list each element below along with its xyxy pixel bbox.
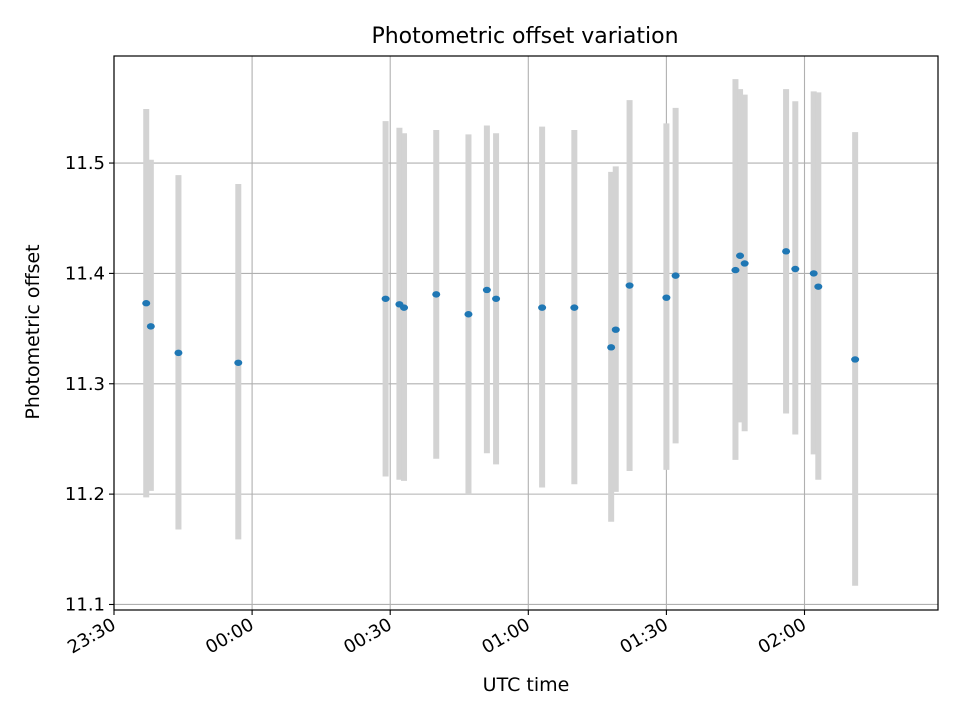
- data-point: [740, 260, 749, 267]
- plot-frame: [113, 55, 939, 611]
- data-point: [809, 270, 818, 277]
- data-point: [662, 294, 671, 301]
- data-point: [625, 282, 634, 289]
- data-point: [482, 286, 491, 294]
- y-tick-label: 11.5: [65, 153, 105, 174]
- data-point: [432, 291, 441, 298]
- y-tick-label: 11.1: [65, 594, 105, 615]
- data-point: [791, 265, 800, 273]
- data-points: [142, 248, 860, 366]
- y-axis-ticks: 11.1 11.2 11.3 11.4 11.5: [65, 153, 114, 615]
- y-tick-label: 11.4: [65, 263, 105, 284]
- data-point: [570, 304, 579, 311]
- data-point: [851, 356, 860, 363]
- plot-area: [114, 56, 938, 610]
- data-point: [234, 359, 243, 366]
- y-tick-label: 11.3: [65, 374, 105, 395]
- data-point: [174, 349, 183, 357]
- data-point: [142, 300, 151, 307]
- data-point: [814, 283, 823, 290]
- data-point: [607, 344, 616, 351]
- data-point: [671, 272, 680, 279]
- y-tick-label: 11.2: [65, 484, 105, 505]
- chart-title: Photometric offset variation: [371, 24, 678, 49]
- data-point: [146, 323, 155, 330]
- data-point: [731, 266, 740, 274]
- data-point: [782, 248, 791, 255]
- data-point: [381, 295, 390, 302]
- data-point: [611, 326, 620, 333]
- data-point: [400, 304, 409, 311]
- data-point: [464, 311, 473, 318]
- y-axis-label: Photometric offset: [22, 244, 44, 419]
- x-axis-label: UTC time: [483, 674, 570, 696]
- data-point: [538, 304, 547, 311]
- data-point: [492, 295, 501, 302]
- data-point: [736, 252, 745, 259]
